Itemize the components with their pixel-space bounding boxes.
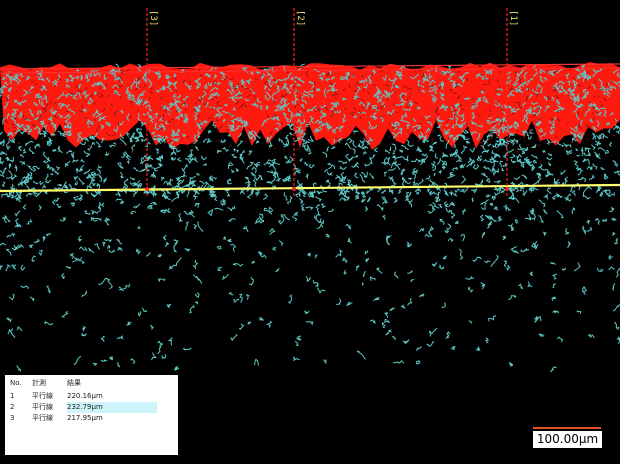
measure-label: [2] [295,10,305,26]
cell: 3 [10,414,15,422]
table-row[interactable]: 3 平行線 217.95μm [5,413,178,424]
table-row[interactable]: 1 平行線 220.16μm [5,391,178,402]
measure-end [145,66,149,70]
measure-end [292,66,296,70]
measure-end [505,66,509,70]
cell: 232.79μm [67,402,157,413]
cell: 平行線 [32,403,53,411]
result-table: No. 計測 結果 1 平行線 220.16μm 2 平行線 232.79μm … [5,375,178,455]
scale-bar: 100.00μm [532,430,603,449]
measure-label: [1] [508,10,518,26]
measure-label: [3] [148,10,158,26]
cell: 2 [10,403,15,411]
cell: 平行線 [32,392,53,400]
header-cell: 結果 [67,379,81,387]
header-cell: 計測 [32,379,46,387]
measure-end [145,187,149,191]
measure-end [292,187,296,191]
table-row[interactable]: 2 平行線 232.79μm [5,402,178,413]
header-cell: No. [10,379,22,387]
cell: 1 [10,392,15,400]
cell: 平行線 [32,414,53,422]
cell: 217.95μm [67,414,103,422]
top-boundary [0,67,620,74]
cell: 220.16μm [67,392,103,400]
scale-line [533,427,601,429]
table-header: No. 計測 結果 [5,378,178,389]
bottom-boundary [0,183,620,193]
top-boundary [0,63,620,70]
measure-end [505,187,509,191]
